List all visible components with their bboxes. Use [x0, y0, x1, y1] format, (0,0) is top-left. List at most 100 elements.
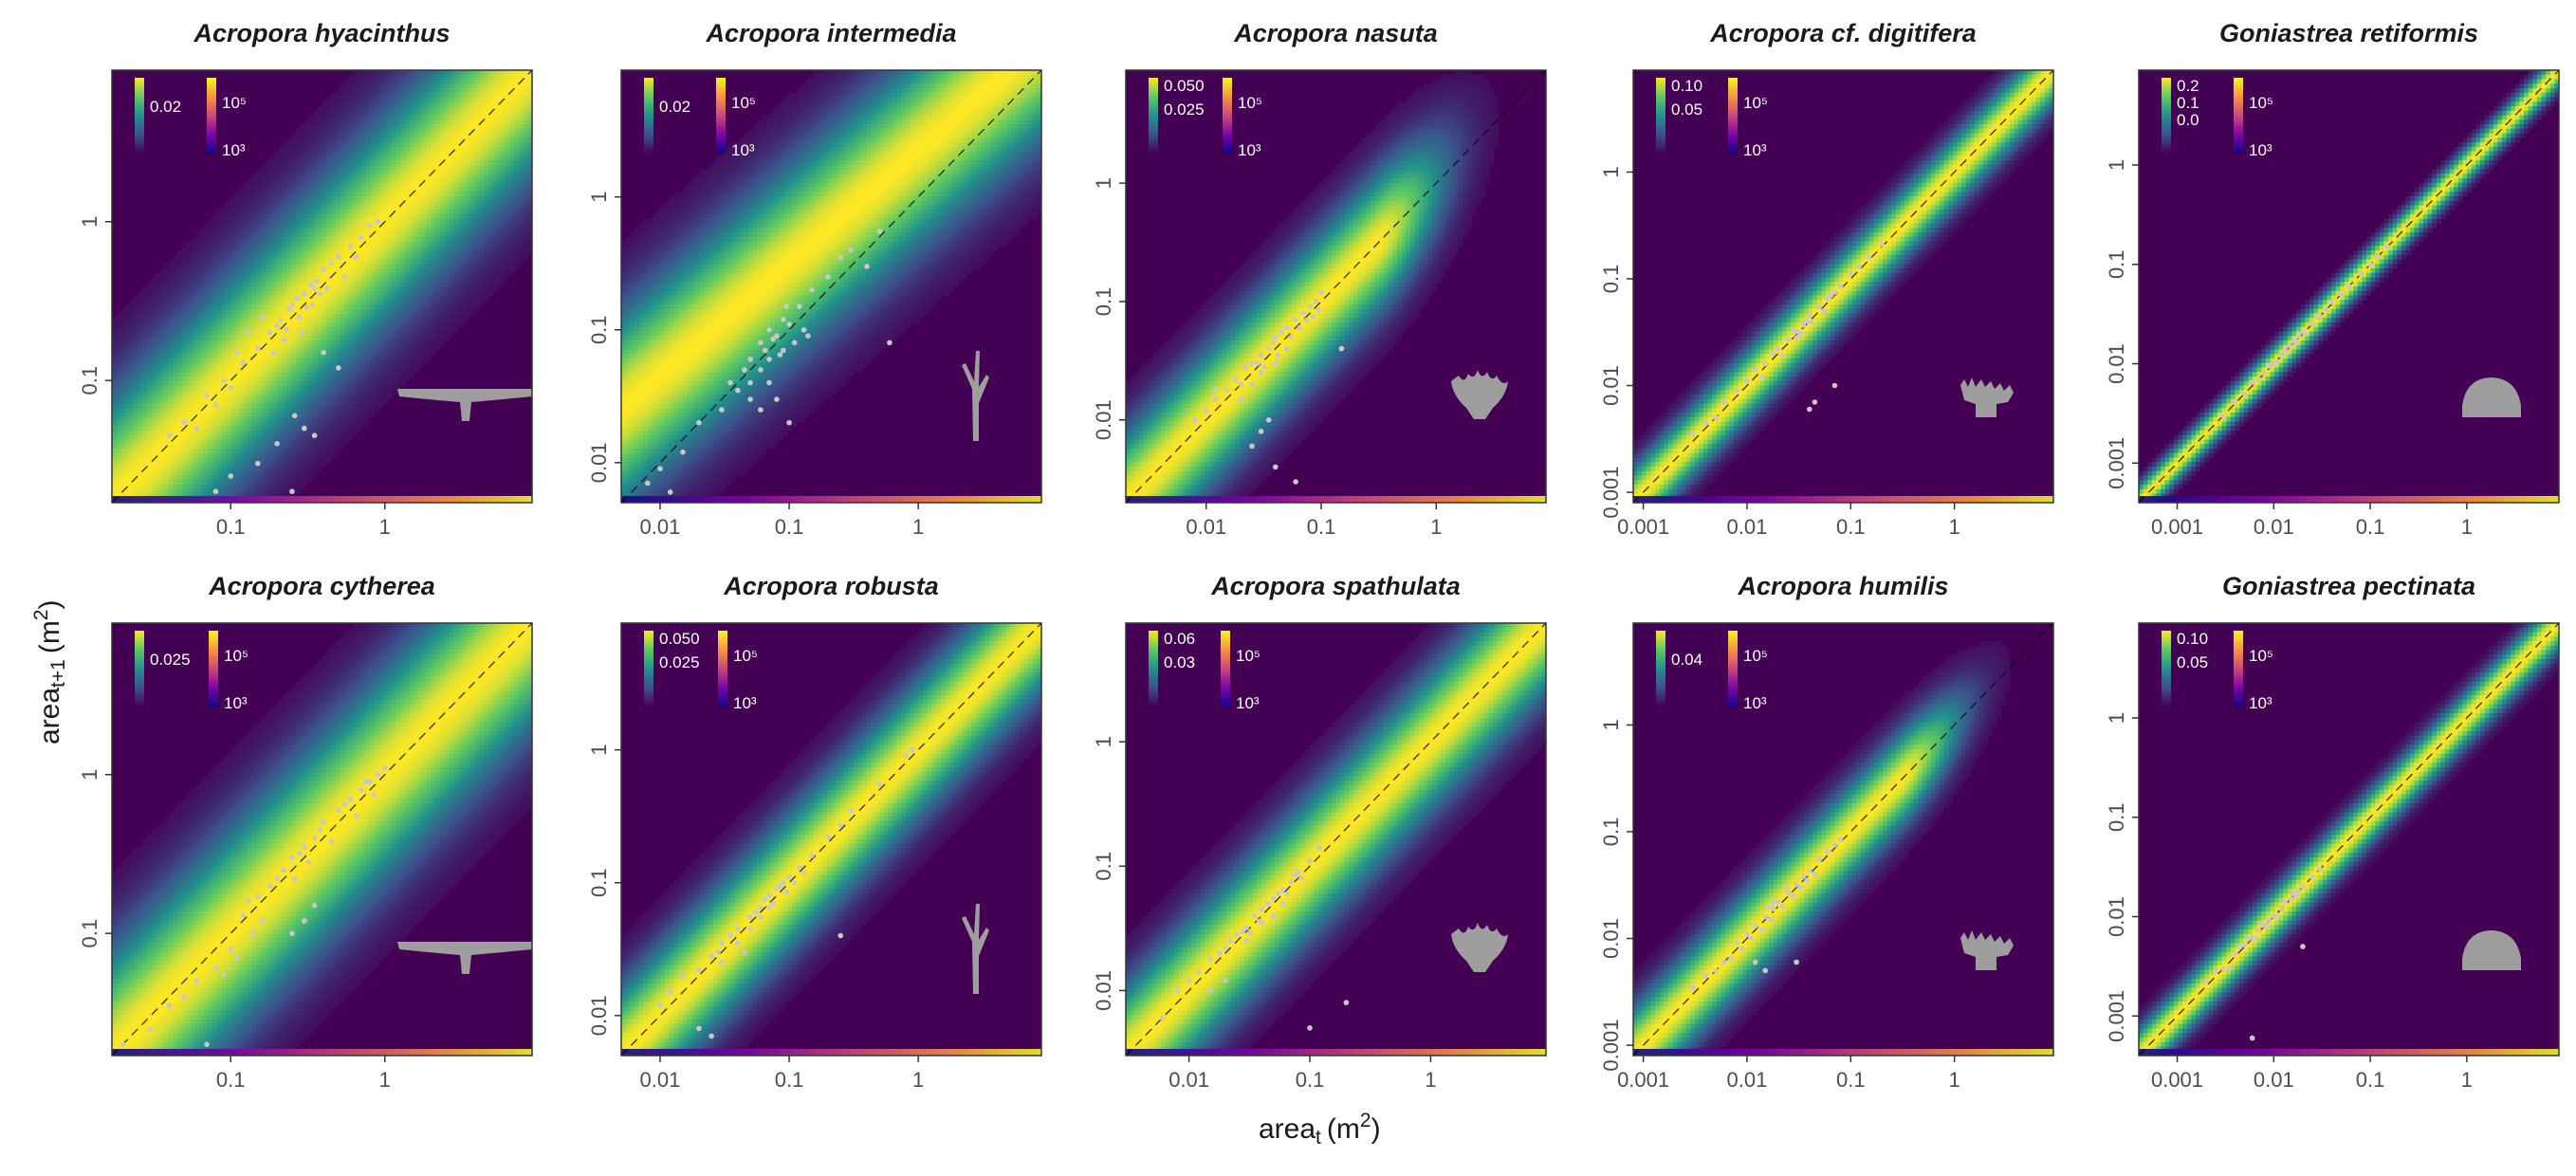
heatmap-cell: [361, 164, 367, 171]
heatmap-cell: [208, 390, 213, 395]
heatmap-cell: [352, 390, 359, 395]
heatmap-cell: [234, 272, 240, 279]
heatmap-cell: [191, 250, 196, 256]
heatmap-cell: [317, 174, 323, 179]
heatmap-cell: [159, 362, 165, 369]
heatmap-cell: [348, 385, 354, 391]
heatmap-cell: [142, 286, 148, 292]
heatmap-cell: [260, 164, 267, 171]
heatmap-cell: [269, 228, 275, 233]
heatmap-cell: [251, 390, 257, 395]
heatmap-cell: [326, 210, 332, 215]
heatmap-cell: [225, 398, 231, 405]
heatmap-cell: [282, 385, 288, 391]
heatmap-cell: [243, 272, 248, 279]
heatmap-cell: [260, 372, 267, 377]
heatmap-cell: [422, 264, 428, 269]
heatmap-cell: [248, 475, 253, 481]
heatmap-cell: [414, 282, 419, 287]
heatmap-cell: [159, 344, 165, 351]
heatmap-cell: [313, 146, 319, 153]
heatmap-cell: [269, 232, 275, 238]
heatmap-cell: [387, 174, 393, 179]
heatmap-cell: [396, 282, 402, 287]
heatmap-cell: [374, 268, 380, 274]
heatmap-cell: [273, 377, 279, 382]
heatmap-cell: [194, 395, 200, 400]
heatmap-cell: [212, 416, 218, 423]
heatmap-cell: [300, 390, 305, 395]
heatmap-cell: [159, 377, 165, 382]
heatmap-cell: [248, 467, 253, 472]
heatmap-cell: [129, 475, 135, 481]
heatmap-cell: [326, 182, 332, 189]
heatmap-cell: [322, 358, 327, 364]
heatmap-cell: [339, 156, 345, 161]
heatmap-cell: [168, 286, 175, 292]
heatmap-cell: [142, 413, 148, 418]
heatmap-cell: [343, 344, 349, 351]
heatmap-cell: [405, 160, 411, 166]
heatmap-cell: [396, 340, 402, 346]
heatmap-cell: [357, 322, 362, 328]
heatmap-cell: [230, 218, 235, 225]
heatmap-cell: [365, 282, 371, 287]
heatmap-cell: [286, 439, 292, 445]
heatmap-cell: [260, 362, 267, 369]
heatmap-cell: [208, 282, 213, 287]
heatmap-cell: [335, 228, 340, 233]
heatmap-cell: [164, 475, 170, 481]
heatmap-cell: [304, 254, 310, 261]
heatmap-cell: [186, 326, 192, 333]
heatmap-cell: [295, 178, 302, 184]
heatmap-cell: [181, 431, 188, 436]
heatmap-cell: [405, 164, 411, 171]
heatmap-cell: [348, 264, 354, 269]
heatmap-cell: [339, 300, 345, 305]
heatmap-cell: [405, 236, 411, 243]
heatmap-cell: [387, 236, 393, 243]
heatmap-cell: [405, 362, 411, 369]
heatmap-cell: [120, 390, 126, 395]
heatmap-cell: [378, 151, 384, 156]
heatmap-cell: [286, 318, 292, 323]
heatmap-cell: [230, 246, 235, 251]
heatmap-cell: [422, 79, 428, 84]
heatmap-cell: [422, 358, 428, 364]
heatmap-cell: [427, 286, 432, 292]
heatmap-cell: [230, 282, 235, 287]
heatmap-cell: [142, 313, 148, 319]
heatmap-cell: [431, 97, 437, 102]
heatmap-cell: [352, 277, 359, 283]
heatmap-cell: [348, 398, 354, 405]
heatmap-cell: [427, 340, 432, 346]
heatmap-cell: [326, 322, 332, 328]
heatmap-cell: [194, 236, 200, 243]
heatmap-cell: [339, 322, 345, 328]
heatmap-cell: [138, 395, 143, 400]
heatmap-cell: [326, 452, 332, 459]
heatmap-cell: [199, 439, 205, 445]
heatmap-cell: [392, 151, 397, 156]
heatmap-cell: [286, 218, 292, 225]
heatmap-cell: [295, 322, 302, 328]
heatmap-cell: [203, 470, 210, 477]
heatmap-cell: [370, 97, 376, 102]
heatmap-cell: [295, 286, 302, 292]
heatmap-cell: [186, 380, 192, 387]
heatmap-cell: [308, 313, 314, 319]
heatmap-cell: [116, 358, 121, 364]
heatmap-cell: [248, 264, 253, 269]
heatmap-cell: [199, 385, 205, 391]
heatmap-cell: [146, 434, 153, 441]
heatmap-cell: [203, 250, 210, 256]
heatmap-cell: [164, 367, 170, 373]
heatmap-cell: [383, 398, 389, 405]
heatmap-cell: [427, 192, 432, 197]
heatmap-cell: [422, 70, 428, 76]
heatmap-cell: [186, 413, 192, 418]
heatmap-cell: [186, 313, 192, 319]
heatmap-cell: [378, 115, 384, 120]
heatmap-cell: [343, 322, 349, 328]
heatmap-cell: [177, 290, 183, 297]
